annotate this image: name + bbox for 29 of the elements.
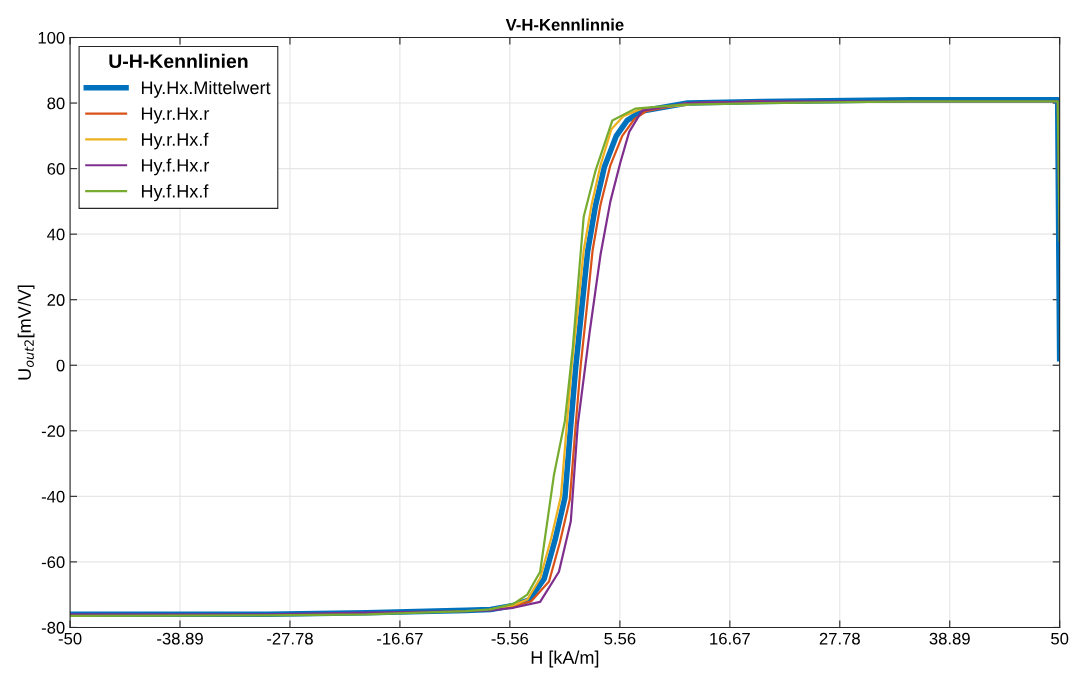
x-tick-label: -27.78	[267, 632, 313, 645]
x-tick-label: -5.56	[491, 632, 529, 645]
chart-title: V-H-Kennlinnie	[505, 18, 624, 31]
x-tick-label: -16.67	[377, 632, 423, 645]
y-tick-label: 40	[47, 228, 65, 241]
legend-title: U-H-Kennlinien	[109, 53, 248, 69]
legend-label: Hy.r.Hx.r	[141, 107, 210, 124]
y-tick-label: -20	[41, 425, 65, 437]
y-axis-title: U$_{out2}$[mV/V]	[17, 285, 35, 380]
y-tick-label: 60	[47, 163, 65, 175]
y-tick-label: 0	[56, 359, 65, 372]
y-tick-label: -40	[41, 490, 65, 503]
x-tick-label: 16.67	[710, 632, 750, 645]
x-tick-label: -50	[58, 632, 82, 645]
y-tick-label: 20	[47, 294, 65, 306]
y-tick-label: 80	[47, 97, 65, 110]
y-tick-label: -60	[41, 556, 65, 569]
legend-label: Hy.f.Hx.r	[141, 158, 210, 176]
x-tick-label: 5.56	[604, 632, 636, 645]
y-tick-label: 100	[38, 31, 65, 44]
y-tick-label: -80	[41, 621, 65, 634]
legend-label: Hy.f.Hx.f	[141, 184, 209, 202]
x-tick-label: 38.89	[929, 632, 970, 645]
x-tick-label: 27.78	[819, 632, 860, 645]
legend-label: Hy.Hx.Mittelwert	[141, 80, 271, 98]
legend-label: Hy.r.Hx.f	[141, 132, 209, 150]
x-tick-label: 50	[1051, 632, 1069, 645]
x-axis-title: H [kA/m]	[531, 650, 599, 668]
x-tick-label: -38.89	[157, 632, 203, 645]
